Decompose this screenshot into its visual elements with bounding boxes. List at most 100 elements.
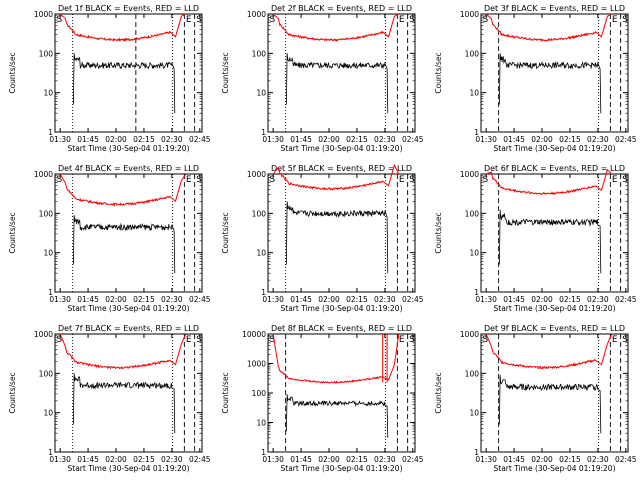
y-axis-label: Counts/sec	[8, 52, 17, 93]
panel-2: Det 2f BLACK = Events, RED = LLD 1 10 100 10…	[213, 0, 426, 160]
x-tick-label: 02:45	[402, 455, 424, 464]
x-axis-label: Start Time (30-Sep-04 01:19:20)	[494, 144, 616, 153]
lld-series-line	[59, 13, 187, 43]
panel-6: Det 6f BLACK = Events, RED = LLD 1 10 100 10…	[426, 160, 639, 320]
x-tick-label: 02:30	[374, 455, 396, 464]
y-tick-label: 1	[48, 128, 53, 137]
y-axis-label: Counts/sec	[434, 212, 443, 253]
panel-title: Det 5f BLACK = Events, RED = LLD	[271, 164, 412, 173]
panel-4-chart: Det 4f BLACK = Events, RED = LLD 1 10 100 10…	[8, 164, 211, 313]
time-marker-label: S	[483, 175, 489, 185]
panel-3-chart: Det 3f BLACK = Events, RED = LLD 1 10 100 10…	[434, 4, 637, 153]
plot-frame	[267, 13, 416, 133]
y-tick-label: 1	[474, 288, 479, 297]
time-marker-label: S	[483, 15, 489, 25]
y-axis-label: Counts/sec	[434, 52, 443, 93]
panel-title: Det 4f BLACK = Events, RED = LLD	[58, 164, 199, 173]
x-tick-label: 01:30	[49, 135, 71, 144]
x-tick-label: 02:30	[161, 455, 183, 464]
y-tick-label: 10	[256, 419, 266, 428]
panel-3: Det 3f BLACK = Events, RED = LLD 1 10 100 10…	[426, 0, 639, 160]
x-axis-label: Start Time (30-Sep-04 01:19:20)	[68, 464, 190, 473]
lld-series-line	[485, 168, 613, 196]
x-tick-label: 02:15	[346, 135, 368, 144]
plot-frame	[267, 333, 416, 453]
panel-title: Det 2f BLACK = Events, RED = LLD	[271, 4, 412, 13]
plot-frame	[54, 333, 203, 453]
y-tick-label: 1	[261, 288, 266, 297]
events-series-line	[73, 215, 176, 274]
x-tick-label: 01:30	[262, 135, 284, 144]
panel-5: Det 5f BLACK = Events, RED = LLD 1 10 100 10…	[213, 160, 426, 320]
time-marker-label: S	[483, 335, 489, 345]
y-tick-label: 10	[43, 409, 53, 418]
x-tick-label: 02:15	[346, 455, 368, 464]
x-tick-label: 02:15	[133, 295, 155, 304]
plot-frame	[54, 13, 203, 133]
x-axis-label: Start Time (30-Sep-04 01:19:20)	[281, 304, 403, 313]
plot-frame	[480, 13, 629, 133]
x-tick-label: 01:45	[77, 455, 99, 464]
time-marker-label: S	[57, 335, 63, 345]
time-marker-label: E	[186, 15, 192, 25]
y-axis-label: Counts/sec	[221, 52, 230, 93]
panel-title: Det 1f BLACK = Events, RED = LLD	[58, 4, 199, 13]
y-tick-label: 10	[469, 89, 479, 98]
x-axis-label: Start Time (30-Sep-04 01:19:20)	[68, 304, 190, 313]
time-marker-label: E	[186, 175, 192, 185]
x-tick-label: 01:45	[77, 295, 99, 304]
x-tick-label: 01:30	[475, 295, 497, 304]
y-tick-label: 1000	[247, 10, 266, 19]
x-tick-label: 02:30	[374, 135, 396, 144]
y-tick-label: 100	[465, 49, 480, 58]
x-axis-label: Start Time (30-Sep-04 01:19:20)	[494, 304, 616, 313]
x-axis-label: Start Time (30-Sep-04 01:19:20)	[494, 464, 616, 473]
y-tick-label: 1	[48, 448, 53, 457]
panel-title: Det 3f BLACK = Events, RED = LLD	[484, 4, 625, 13]
x-tick-label: 02:45	[189, 455, 211, 464]
y-tick-label: 100	[252, 389, 267, 398]
y-tick-label: 1000	[460, 170, 479, 179]
panel-title: Det 7f BLACK = Events, RED = LLD	[58, 324, 199, 333]
panel-4: Det 4f BLACK = Events, RED = LLD 1 10 100 10…	[0, 160, 213, 320]
events-series-line	[286, 394, 389, 438]
y-tick-label: 100	[465, 369, 480, 378]
y-tick-label: 1000	[247, 360, 266, 369]
time-marker-label: E	[399, 15, 405, 25]
panel-9: Det 9f BLACK = Events, RED = LLD 1 10 100 10…	[426, 320, 639, 480]
x-tick-label: 02:45	[615, 455, 637, 464]
time-marker-label: E	[186, 335, 192, 345]
plot-frame	[480, 173, 629, 293]
time-marker-label: S	[622, 15, 628, 25]
lld-series-line	[59, 333, 187, 370]
y-tick-label: 1	[474, 448, 479, 457]
y-tick-label: 10	[43, 249, 53, 258]
x-tick-label: 02:15	[133, 135, 155, 144]
time-marker-label: S	[409, 335, 415, 345]
y-tick-label: 1000	[34, 10, 53, 19]
y-tick-label: 100	[39, 369, 54, 378]
lld-series-line	[59, 173, 187, 207]
x-tick-label: 02:00	[105, 455, 127, 464]
events-series-line	[73, 373, 176, 434]
events-series-line	[286, 201, 389, 274]
x-tick-label: 01:30	[475, 455, 497, 464]
time-marker-label: S	[270, 335, 276, 345]
lld-series-line	[485, 13, 613, 42]
x-tick-label: 02:30	[374, 295, 396, 304]
time-marker-label: E	[612, 175, 618, 185]
x-tick-label: 01:45	[290, 455, 312, 464]
events-series-line	[499, 53, 602, 114]
y-tick-label: 100	[39, 49, 54, 58]
y-tick-label: 10	[469, 249, 479, 258]
x-axis-label: Start Time (30-Sep-04 01:19:20)	[281, 144, 403, 153]
x-tick-label: 02:30	[587, 295, 609, 304]
x-axis-label: Start Time (30-Sep-04 01:19:20)	[281, 464, 403, 473]
events-series-line	[73, 53, 176, 114]
panel-1: Det 1f BLACK = Events, RED = LLD 1 10 100 10…	[0, 0, 213, 160]
lld-series-line	[272, 333, 400, 384]
events-series-line	[499, 210, 602, 274]
y-tick-label: 1	[261, 448, 266, 457]
x-tick-label: 02:00	[531, 295, 553, 304]
